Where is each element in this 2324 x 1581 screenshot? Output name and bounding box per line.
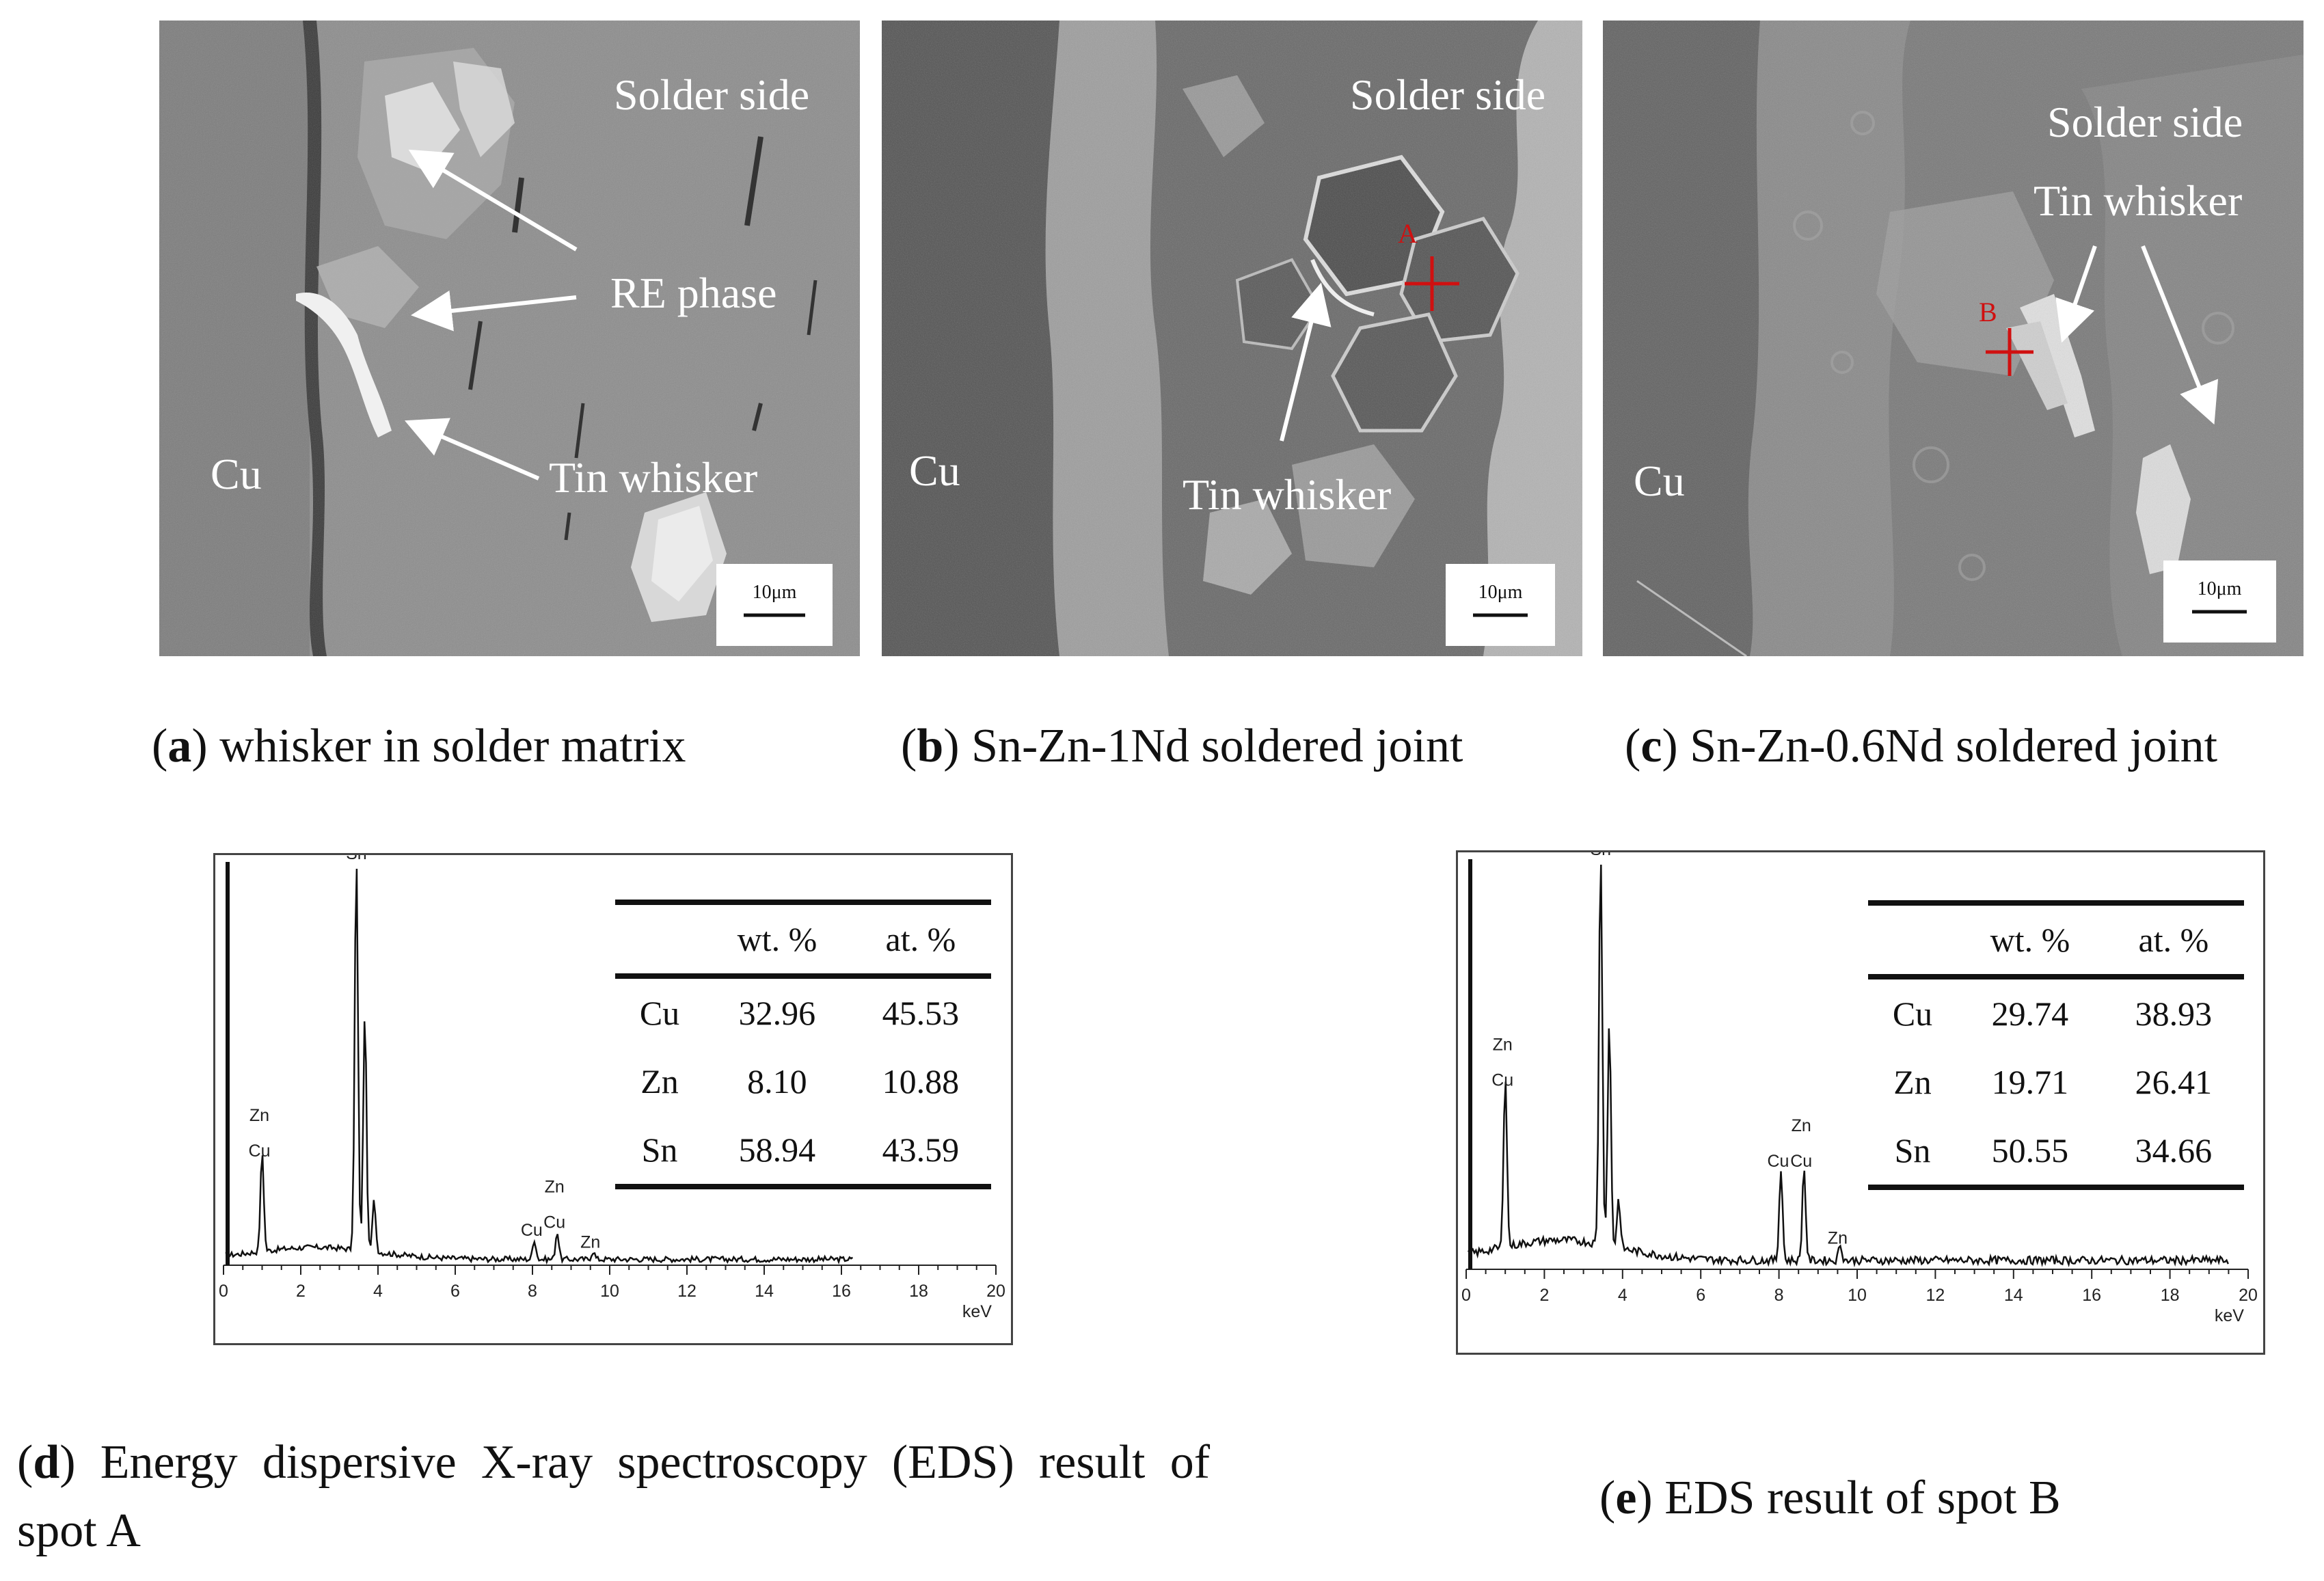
x-tick-label: 12 (1926, 1286, 1945, 1305)
x-tick-label: 12 (677, 1282, 697, 1301)
svg-text:10μm: 10μm (753, 582, 797, 603)
peak-label: Cu (521, 1221, 543, 1240)
caption-d: (d) Energy dispersive X-ray spectroscopy… (17, 1436, 1211, 1557)
x-tick-label: 18 (2161, 1286, 2180, 1305)
label-cu: Cu (1634, 457, 1685, 505)
x-tick-label: 0 (1461, 1286, 1471, 1305)
x-tick-label: 4 (1618, 1286, 1627, 1305)
eds-table-d: wt. % at. % Cu 32.96 45.53 Zn 8.10 10.88 Sn 5… (615, 900, 991, 1189)
x-tick-label: 16 (832, 1282, 851, 1301)
x-tick-label: 20 (2239, 1286, 2258, 1305)
peak-label: Sn (1590, 852, 1611, 859)
arrow-whisker-c2 (2141, 245, 2219, 425)
table-header-row: wt. % at. % (615, 902, 991, 976)
x-tick-label: 6 (1696, 1286, 1705, 1305)
label-solder-side: Solder side (614, 70, 809, 119)
table-row: Cu 29.74 38.93 (1892, 995, 2213, 1033)
label-re-phase: RE phase (610, 269, 777, 317)
x-tick-label: 8 (1774, 1286, 1784, 1305)
arrow-re-1 (408, 149, 578, 252)
scale-bar: 10μm (2163, 560, 2276, 643)
peak-label: Zn (1792, 1116, 1811, 1135)
peak-label: Zn (1828, 1228, 1848, 1247)
x-tick-label: 14 (755, 1282, 774, 1301)
eds-plot-e: 02468101214161820keVCuZnSnCuCuZnZn (1461, 852, 2258, 1325)
x-tick-label: 8 (528, 1282, 537, 1301)
spectrum-line (225, 868, 854, 1265)
arrow-whisker-b (1280, 282, 1332, 442)
table-row: Sn 50.55 34.66 (1868, 1116, 2244, 1187)
spot-b-label: B (1979, 297, 1997, 327)
label-tin-whisker: Tin whisker (2033, 176, 2242, 225)
sem-image-c: B Solder side Tin whisker Cu 10μm (1603, 21, 2303, 656)
peak-label: Cu (1767, 1152, 1789, 1171)
x-tick-label: 2 (296, 1282, 306, 1301)
caption-e: (e) EDS result of spot B (1599, 1472, 2061, 1524)
peak-label: Cu (543, 1213, 565, 1232)
label-tin-whisker: Tin whisker (1183, 470, 1391, 519)
x-unit-label: keV (2215, 1306, 2244, 1325)
x-tick-label: 2 (1539, 1286, 1549, 1305)
peak-label: Zn (249, 1106, 269, 1125)
peak-label: Cu (249, 1141, 271, 1161)
x-tick-label: 0 (219, 1282, 228, 1301)
spot-a-label: A (1398, 218, 1418, 249)
x-tick-label: 6 (450, 1282, 460, 1301)
x-unit-label: keV (962, 1302, 992, 1321)
table-row: Sn 58.94 43.59 (615, 1116, 991, 1187)
x-tick-label: 20 (986, 1282, 1005, 1301)
peak-label: Zn (1493, 1035, 1513, 1054)
x-tick-label: 14 (2004, 1286, 2023, 1305)
spot-b-marker (1986, 328, 2033, 376)
table-row: Zn 19.71 26.41 (1893, 1063, 2213, 1101)
peak-label: Zn (580, 1232, 600, 1252)
caption-c: (c) Sn-Zn-0.6Nd soldered joint (1625, 720, 2218, 772)
scale-bar: 10μm (1446, 564, 1555, 646)
label-tin-whisker: Tin whisker (549, 453, 757, 502)
caption-b: (b) Sn-Zn-1Nd soldered joint (901, 720, 1463, 772)
label-solder-side: Solder side (2047, 98, 2243, 146)
table-row: Zn 8.10 10.88 (640, 1062, 960, 1100)
eds-spectrum-e: 02468101214161820keVCuZnSnCuCuZnZn wt. %… (1456, 850, 2265, 1355)
eds-table-e: wt. % at. % Cu 29.74 38.93 Zn 19.71 26.41 Sn… (1868, 900, 2244, 1190)
x-tick-label: 4 (373, 1282, 383, 1301)
arrow-re-2 (411, 290, 577, 332)
label-solder-side: Solder side (1350, 70, 1545, 119)
peak-label: Zn (545, 1177, 565, 1196)
scale-bar: 10μm (716, 564, 833, 646)
table-header-row: wt. % at. % (1868, 903, 2244, 977)
svg-text:10μm: 10μm (2198, 578, 2242, 599)
caption-a: (a) whisker in solder matrix (152, 720, 686, 772)
peak-label: Cu (1790, 1152, 1812, 1171)
sem-image-a: Solder side RE phase Tin whisker Cu 10μm (159, 21, 860, 656)
x-tick-label: 16 (2082, 1286, 2101, 1305)
arrow-whisker-a (404, 418, 540, 481)
label-cu: Cu (211, 450, 262, 498)
peak-label: Cu (1491, 1070, 1513, 1090)
eds-spectrum-d: 02468101214161820keVCuZnSnCuCuZnZn wt. %… (213, 853, 1013, 1345)
spectrum-line (1467, 864, 2229, 1268)
table-row: Cu 32.96 45.53 (639, 994, 960, 1032)
arrow-whisker-c1 (2055, 245, 2097, 343)
svg-text:10μm: 10μm (1478, 582, 1523, 603)
sem-image-b: A Solder side Cu Tin whisker 10μm (882, 21, 1582, 656)
peak-label: Sn (346, 855, 367, 863)
x-tick-label: 10 (600, 1282, 619, 1301)
spot-a-marker (1405, 256, 1459, 311)
x-tick-label: 18 (909, 1282, 928, 1301)
x-tick-label: 10 (1848, 1286, 1867, 1305)
eds-plot-d: 02468101214161820keVCuZnSnCuCuZnZn (219, 855, 1005, 1321)
label-cu: Cu (909, 446, 960, 495)
